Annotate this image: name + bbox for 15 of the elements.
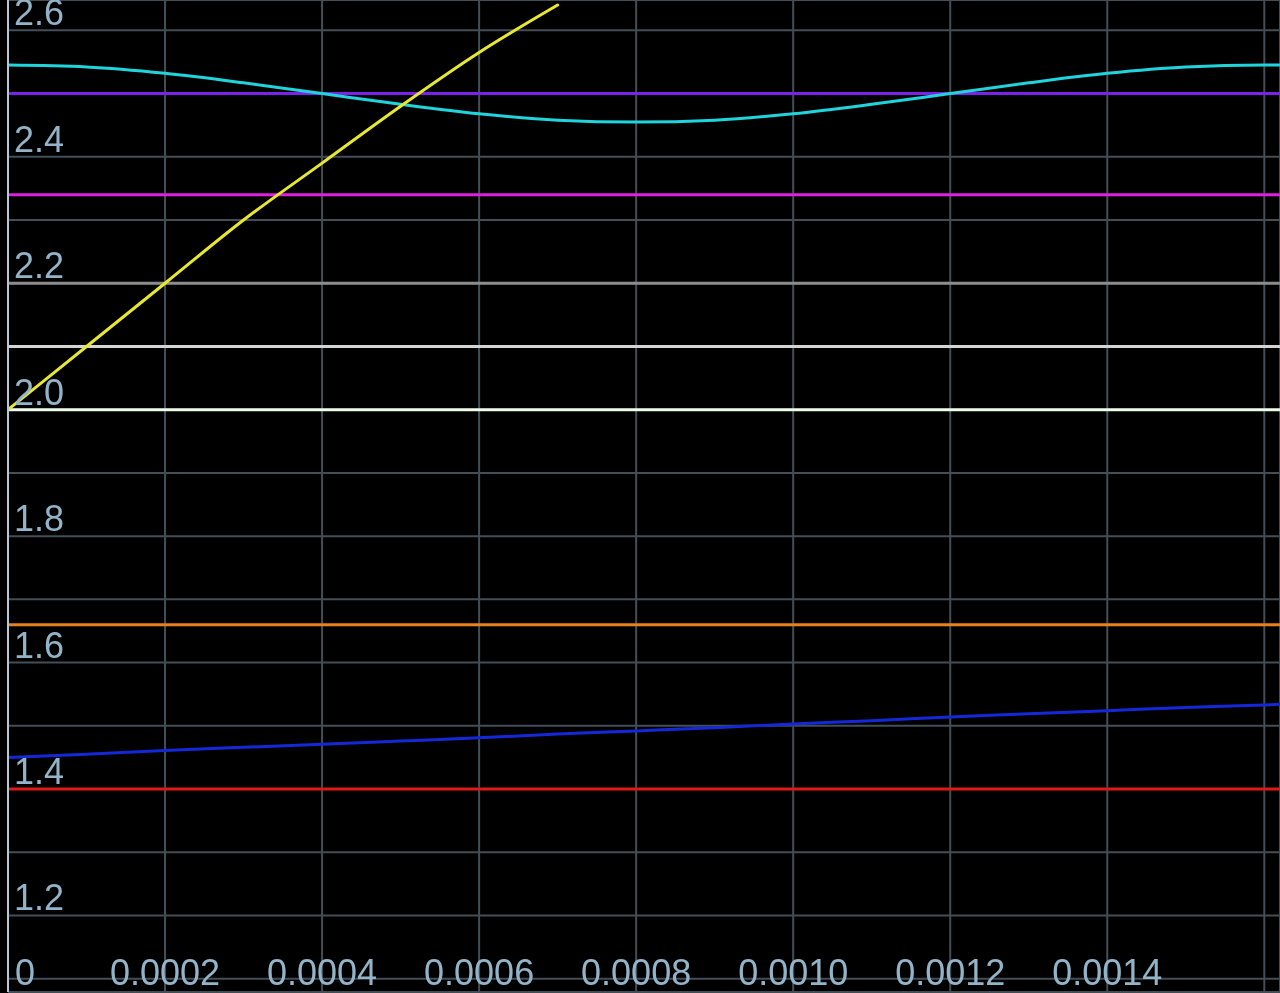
y-tick-label: 1.8: [14, 498, 65, 540]
y-tick-label: 2.2: [14, 245, 65, 287]
y-tick-label: 1.6: [14, 624, 65, 666]
x-tick-label: 0.0002: [109, 952, 221, 993]
y-tick-label: 1.2: [14, 877, 65, 919]
x-tick-label: 0: [15, 952, 36, 993]
x-tick-label: 0.0010: [738, 952, 849, 993]
x-tick-label: 0.0006: [424, 952, 535, 993]
x-tick-label: 0.0008: [581, 952, 692, 993]
y-tick-label: 2.6: [14, 0, 65, 34]
y-tick-label: 1.4: [14, 751, 65, 793]
x-tick-label: 0.0004: [267, 952, 378, 993]
y-tick-label: 2.4: [14, 118, 65, 160]
x-tick-label: 0.0014: [1052, 952, 1163, 993]
x-tick-label: 0.0012: [895, 952, 1006, 993]
